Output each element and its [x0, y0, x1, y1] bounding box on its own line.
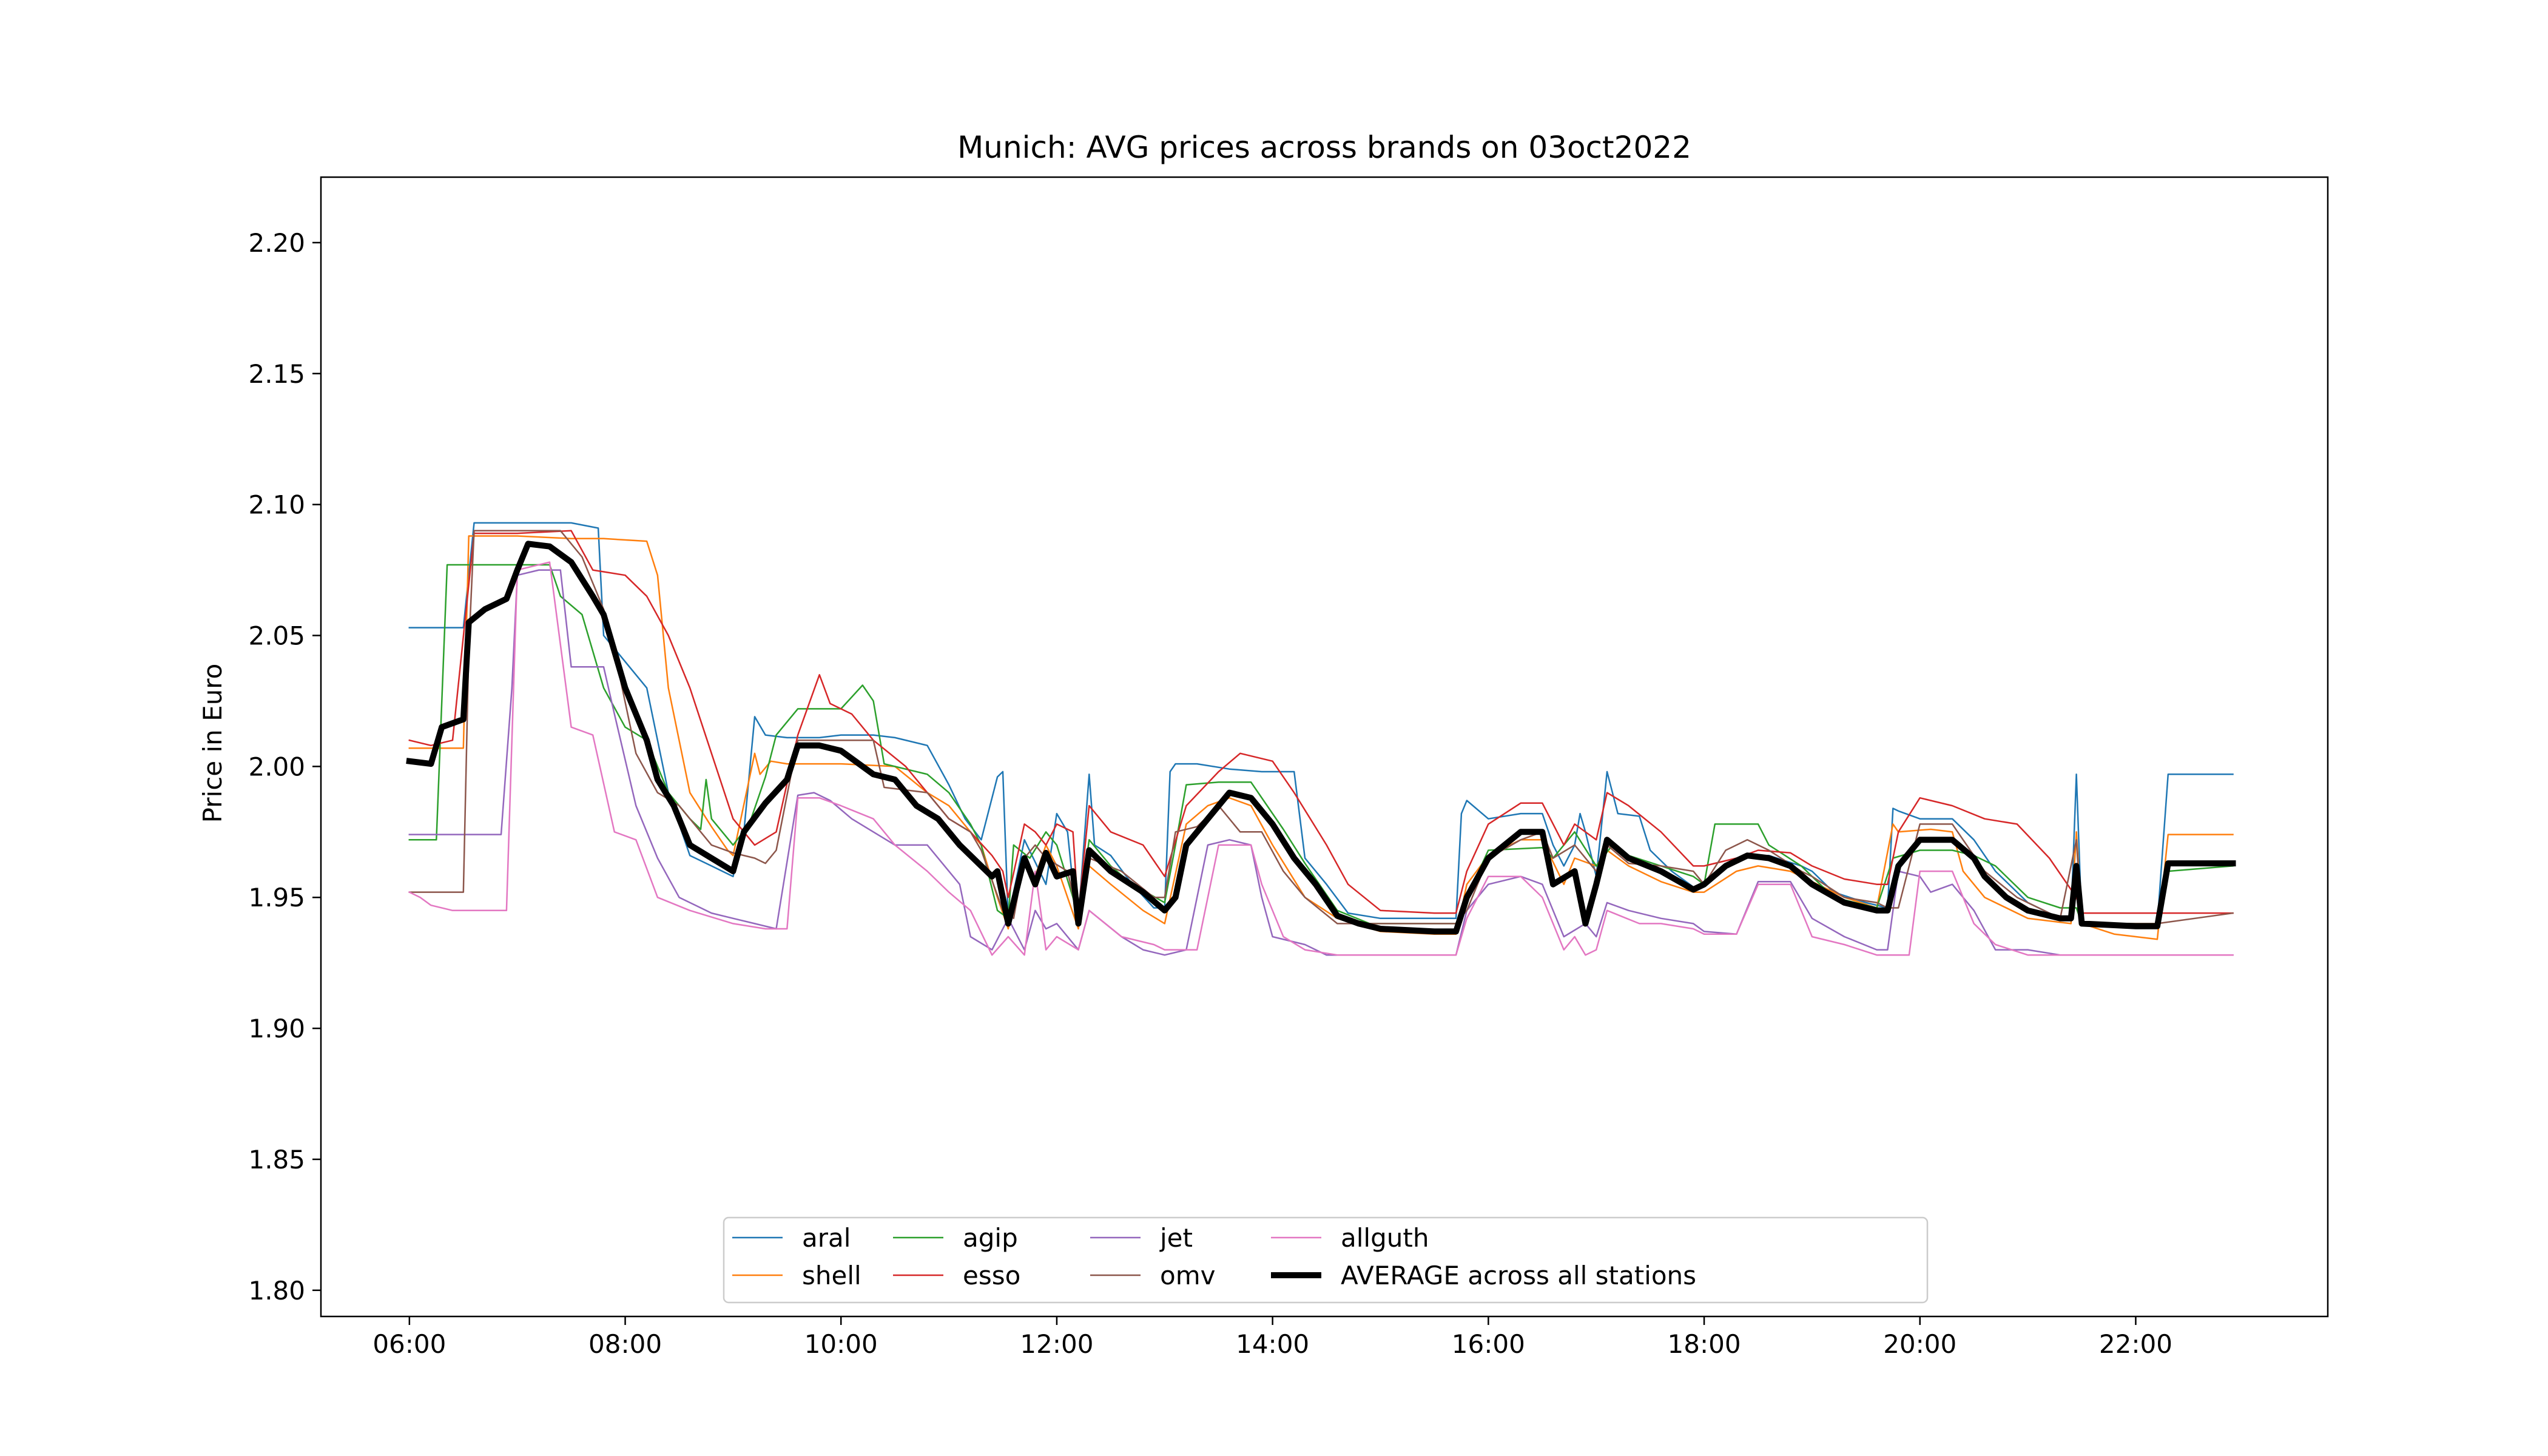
- y-axis-label: Price in Euro: [198, 664, 228, 823]
- x-tick-label: 22:00: [2099, 1329, 2172, 1359]
- x-tick-label: 12:00: [1020, 1329, 1093, 1359]
- y-tick-label: 2.15: [248, 359, 305, 389]
- x-tick-label: 14:00: [1236, 1329, 1309, 1359]
- x-tick-label: 20:00: [1883, 1329, 1956, 1359]
- x-tick-label: 18:00: [1668, 1329, 1741, 1359]
- series-line-average-across-all-stations: [406, 541, 2236, 935]
- series-line-jet: [408, 569, 2234, 956]
- legend-label: agip: [963, 1223, 1018, 1253]
- series-line-allguth: [408, 561, 2234, 956]
- y-tick-label: 1.80: [248, 1276, 305, 1306]
- y-tick-label: 2.10: [248, 490, 305, 520]
- legend-label: shell: [802, 1261, 861, 1290]
- legend: aral shell agip esso jet omv allguth AVERAGE ac…: [723, 1216, 1929, 1304]
- x-tick-label: 06:00: [372, 1329, 446, 1359]
- legend-frame: [723, 1216, 1929, 1304]
- x-tick-label: 16:00: [1452, 1329, 1525, 1359]
- series-line-esso: [408, 530, 2234, 914]
- y-tick-label: 2.00: [248, 752, 305, 781]
- y-axis: 1.80 1.85 1.90 1.95 2.00 2.05 2.10 2.15 2.20: [248, 228, 321, 1306]
- y-tick-label: 1.95: [248, 883, 305, 912]
- plot-area: [320, 176, 2329, 1318]
- legend-label: jet: [1159, 1223, 1193, 1253]
- series-line-shell: [408, 535, 2234, 940]
- legend-label: aral: [802, 1223, 851, 1253]
- y-tick-label: 2.05: [248, 621, 305, 651]
- series-line-aral: [408, 522, 2234, 925]
- legend-label: omv: [1160, 1261, 1215, 1290]
- x-tick-label: 08:00: [588, 1329, 662, 1359]
- x-axis: 06:00 08:00 10:00 12:00 14:00 16:00 18:00 20:00…: [372, 1316, 2172, 1359]
- plot-frame: [320, 176, 2329, 1318]
- y-tick-label: 1.85: [248, 1145, 305, 1175]
- x-tick-label: 10:00: [804, 1329, 878, 1359]
- chart-title: Munich: AVG prices across brands on 03oc…: [957, 130, 1691, 165]
- legend-label: AVERAGE across all stations: [1341, 1261, 1696, 1290]
- legend-label: esso: [963, 1261, 1020, 1290]
- y-tick-label: 2.20: [248, 228, 305, 258]
- legend-label: allguth: [1341, 1223, 1429, 1253]
- y-tick-label: 1.90: [248, 1014, 305, 1043]
